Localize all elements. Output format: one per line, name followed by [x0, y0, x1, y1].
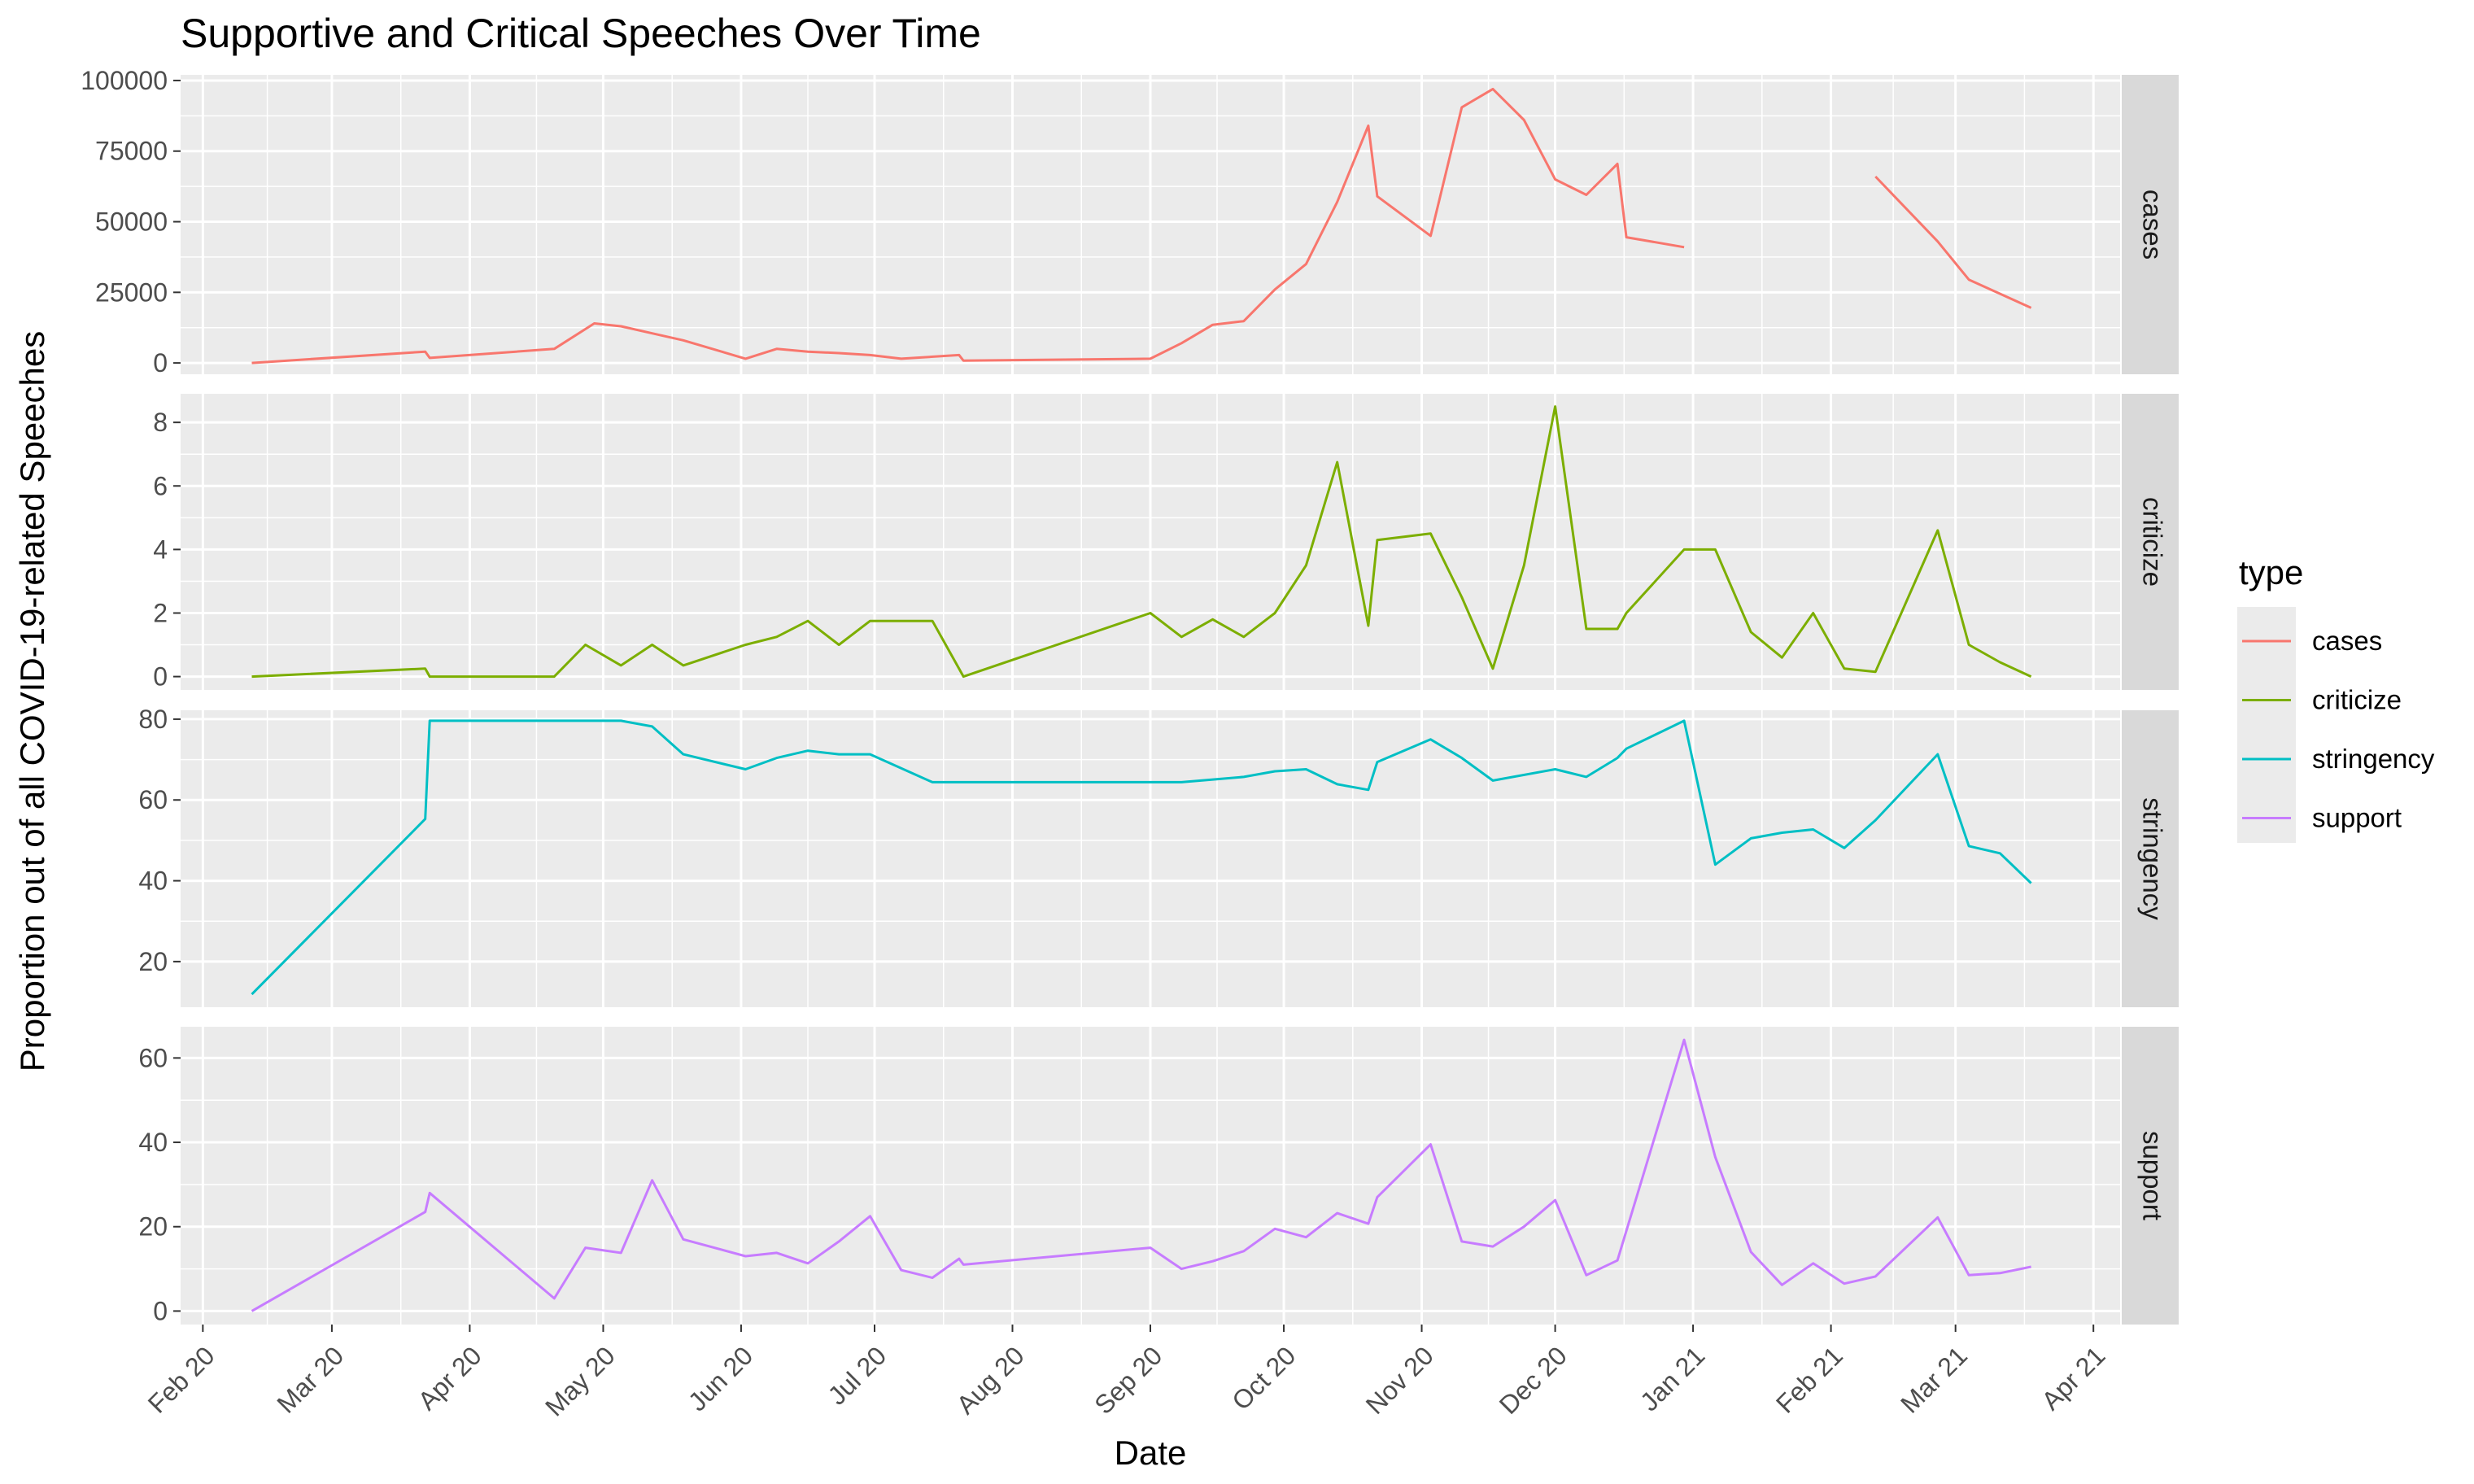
legend-key-background [2237, 607, 2296, 843]
x-tick-label: Mar 20 [271, 1341, 349, 1419]
x-tick-label: Mar 21 [1895, 1341, 1973, 1419]
x-tick-label: Oct 20 [1226, 1341, 1301, 1416]
y-tick-label: 60 [138, 1043, 168, 1072]
series-line-cases [251, 87, 2032, 364]
facet-strip-label: criticize [2137, 497, 2167, 587]
y-tick-label: 40 [138, 1128, 168, 1157]
x-tick-label: May 20 [539, 1341, 621, 1422]
panel-stringency: 20 40 60 80 stringency [138, 705, 2179, 1007]
y-tick-label: 25000 [95, 277, 168, 307]
y-tick-label: 20 [138, 947, 168, 976]
facet-strip [2122, 394, 2179, 690]
y-tick-label: 6 [153, 471, 168, 500]
y-tick-label: 8 [153, 408, 168, 437]
x-tick-label: Jul 20 [822, 1341, 892, 1411]
x-tick-label: Feb 20 [142, 1341, 220, 1419]
facet-strip-label: cases [2137, 190, 2167, 260]
y-tick-label: 4 [153, 535, 168, 564]
y-tick-label: 20 [138, 1212, 168, 1242]
chart-title: Supportive and Critical Speeches Over Ti… [181, 11, 981, 56]
facet-strip-label: support [2137, 1131, 2167, 1220]
y-tick-label: 60 [138, 785, 168, 814]
x-tick-label: Nov 20 [1360, 1341, 1439, 1420]
x-tick-label: Aug 20 [951, 1341, 1030, 1420]
facet-panels: 0 25000 50000 75000 100000 cases 0 2 4 6 8 criticiz… [81, 66, 2179, 1325]
legend: type cases criticize stringency support [2237, 553, 2435, 843]
x-axis: Feb 20 Mar 20 Apr 20 May 20 Jun 20 Jul 20 Aug … [142, 1325, 2111, 1422]
y-tick-label: 40 [138, 866, 168, 896]
series-line-support [251, 1038, 2031, 1312]
facet-strip-label: stringency [2137, 797, 2167, 920]
series-line-criticize [251, 405, 2032, 679]
x-tick-label: Feb 21 [1770, 1341, 1848, 1419]
legend-label-support: support [2312, 803, 2402, 833]
panel-support: 0 20 40 60 support [138, 1027, 2179, 1325]
legend-label-stringency: stringency [2312, 744, 2435, 774]
y-tick-label: 100000 [81, 66, 168, 95]
series-line-stringency [251, 719, 2032, 996]
legend-title: type [2239, 553, 2303, 591]
y-tick-label: 50000 [95, 207, 168, 237]
x-tick-label: Sep 20 [1089, 1341, 1167, 1420]
panel-cases: 0 25000 50000 75000 100000 cases [81, 66, 2179, 378]
y-tick-label: 0 [153, 1296, 168, 1325]
x-tick-label: Apr 20 [412, 1341, 487, 1416]
facet-strip [2122, 710, 2179, 1007]
y-tick-label: 80 [138, 705, 168, 734]
y-tick-label: 2 [153, 598, 168, 627]
y-tick-label: 0 [153, 662, 168, 692]
panel-criticize: 0 2 4 6 8 criticize [153, 394, 2179, 692]
legend-label-criticize: criticize [2312, 685, 2402, 715]
x-axis-title: Date [1115, 1434, 1187, 1472]
facet-strip [2122, 75, 2179, 374]
x-tick-label: Jun 20 [683, 1341, 758, 1416]
x-tick-label: Dec 20 [1494, 1341, 1573, 1420]
x-tick-label: Jan 21 [1634, 1341, 1710, 1416]
x-tick-label: Apr 21 [2035, 1341, 2110, 1416]
facet-strip [2122, 1027, 2179, 1325]
y-tick-label: 75000 [95, 137, 168, 166]
legend-label-cases: cases [2312, 626, 2382, 656]
y-tick-label: 0 [153, 348, 168, 378]
y-axis-title: Proportion out of all COVID-19-related S… [13, 331, 51, 1072]
